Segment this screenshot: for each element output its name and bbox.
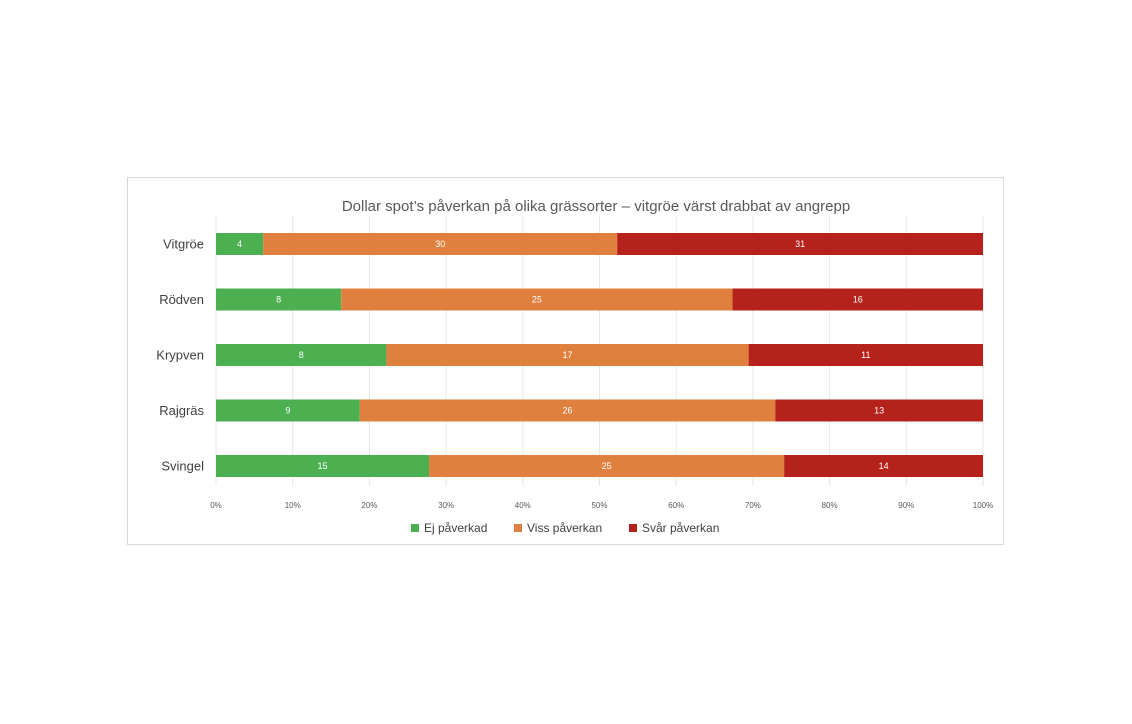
x-tick-label: 20% xyxy=(361,501,377,510)
category-label: Krypven xyxy=(156,348,204,363)
legend-swatch xyxy=(629,524,637,532)
bar-value-label: 25 xyxy=(532,295,542,305)
x-tick-label: 50% xyxy=(591,501,607,510)
bar-value-label: 25 xyxy=(602,461,612,471)
bar-value-label: 15 xyxy=(318,461,328,471)
x-tick-label: 70% xyxy=(745,501,761,510)
bar-segment xyxy=(732,288,983,311)
bar-value-label: 4 xyxy=(237,239,242,249)
bar-value-label: 9 xyxy=(285,406,290,416)
bar-segment xyxy=(784,455,983,477)
category-label: Rajgräs xyxy=(159,403,204,418)
bar-value-label: 30 xyxy=(435,239,445,249)
category-label: Vitgröe xyxy=(163,237,204,252)
x-tick-label: 100% xyxy=(973,501,993,510)
bar-value-label: 8 xyxy=(299,350,304,360)
bar-segment xyxy=(216,399,360,422)
bar-value-label: 11 xyxy=(861,350,870,360)
bar-value-label: 31 xyxy=(795,239,805,249)
x-tick-label: 80% xyxy=(822,501,838,510)
category-label: Svingel xyxy=(161,459,204,474)
bar-segment xyxy=(386,344,749,366)
bar-segment xyxy=(216,344,387,366)
x-tick-label: 10% xyxy=(285,501,301,510)
chart-card: Dollar spot’s påverkan på olika grässort… xyxy=(127,177,1004,545)
x-tick-label: 60% xyxy=(668,501,684,510)
bar-value-label: 14 xyxy=(879,461,889,471)
legend-swatch xyxy=(411,524,419,532)
bar-segment xyxy=(216,288,342,311)
bar-segment xyxy=(216,455,430,477)
bar-value-label: 26 xyxy=(563,406,573,416)
x-tick-label: 0% xyxy=(210,501,222,510)
bars: 4 30 31 8 25 16 8 17 11 9 26 13 15 25 14 xyxy=(216,233,983,477)
legend-label: Viss påverkan xyxy=(527,521,602,535)
legend-swatch xyxy=(514,524,522,532)
category-labels: Vitgröe Rödven Krypven Rajgräs Svingel xyxy=(156,237,204,474)
legend-label: Svår påverkan xyxy=(642,521,719,535)
stacked-bar-chart: Dollar spot’s påverkan på olika grässort… xyxy=(156,198,993,535)
bar-segment xyxy=(341,288,733,311)
bar-value-label: 13 xyxy=(874,406,884,416)
legend-label: Ej påverkad xyxy=(424,521,487,535)
bar-value-label: 16 xyxy=(853,295,863,305)
bar-segment xyxy=(617,233,983,255)
legend: Ej påverkad Viss påverkan Svår påverkan xyxy=(411,521,719,535)
bar-segment xyxy=(748,344,983,366)
bar-segment xyxy=(359,399,776,422)
bar-segment xyxy=(216,233,264,255)
bar-segment xyxy=(429,455,785,477)
chart-title: Dollar spot’s påverkan på olika grässort… xyxy=(342,198,850,215)
bar-segment xyxy=(263,233,618,255)
x-tick-label: 40% xyxy=(515,501,531,510)
bar-value-label: 17 xyxy=(563,350,573,360)
x-tick-label: 90% xyxy=(898,501,914,510)
x-axis-ticks: 0% 10% 20% 30% 40% 50% 60% 70% 80% 90% 100% xyxy=(210,501,993,510)
category-label: Rödven xyxy=(159,292,204,307)
bar-segment xyxy=(775,399,983,422)
bar-value-label: 8 xyxy=(276,295,281,305)
x-tick-label: 30% xyxy=(438,501,454,510)
